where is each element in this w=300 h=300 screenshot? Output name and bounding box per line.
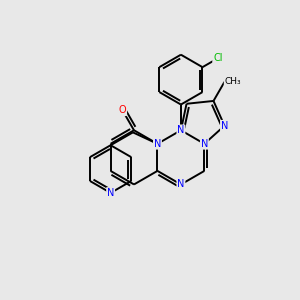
Text: N: N [154,139,161,149]
Text: N: N [107,188,114,198]
Text: O: O [119,105,126,115]
Text: N: N [221,121,228,131]
Text: N: N [177,179,184,190]
Text: N: N [177,125,184,135]
Text: N: N [201,139,208,149]
Text: Cl: Cl [213,53,223,63]
Text: CH₃: CH₃ [224,77,241,86]
